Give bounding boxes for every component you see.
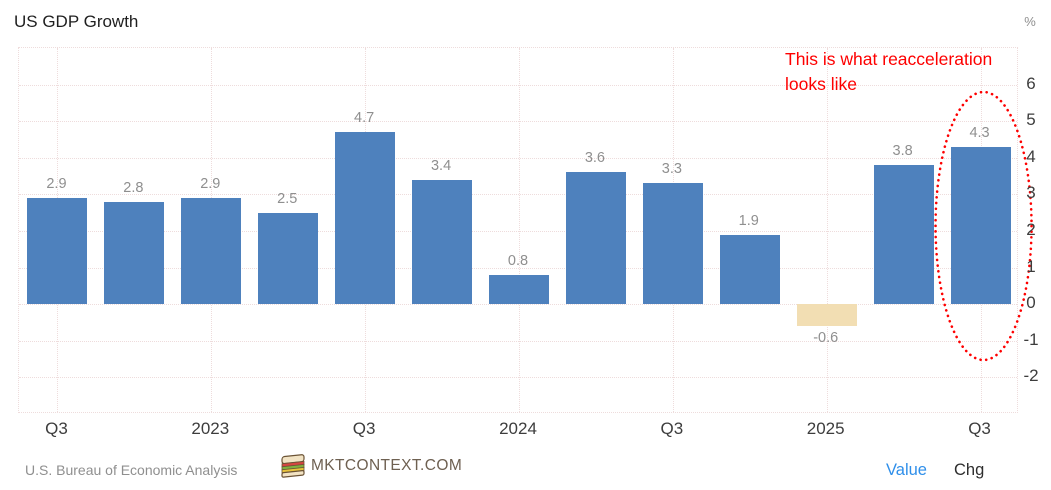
source-text: U.S. Bureau of Economic Analysis <box>25 462 238 478</box>
sandwich-icon <box>281 454 305 478</box>
y-axis-label: 4 <box>1026 146 1036 166</box>
gridline-horizontal <box>19 231 1017 232</box>
annotation-line-2: looks like <box>785 74 857 94</box>
bar-value-label: 4.3 <box>969 124 990 141</box>
gridline-horizontal <box>19 84 1017 86</box>
gridline-horizontal <box>19 304 1017 306</box>
bar-value-label: 3.4 <box>430 157 452 174</box>
bar-value-label: 2.9 <box>200 176 221 193</box>
x-axis-label: Q3 <box>660 419 684 438</box>
gridline-horizontal <box>19 377 1017 379</box>
bar <box>258 212 319 305</box>
bar <box>565 172 626 305</box>
bar-value-label: 2.9 <box>46 176 67 193</box>
bar-value-label: 3.3 <box>661 161 682 178</box>
chg-toggle[interactable]: Chg <box>953 461 985 479</box>
bar <box>719 234 780 305</box>
bar <box>27 198 88 305</box>
x-axis-label: 2024 <box>499 419 537 438</box>
gridline-horizontal <box>19 194 1017 196</box>
y-axis-label: 5 <box>1026 110 1036 130</box>
bar-value-label: 2.8 <box>123 179 144 196</box>
bar <box>950 146 1011 305</box>
bar-value-label: 1.9 <box>738 212 759 229</box>
y-axis-label: 1 <box>1026 256 1036 276</box>
gridline-horizontal <box>19 121 1017 123</box>
y-axis-label: 6 <box>1026 73 1036 93</box>
bar <box>412 179 473 305</box>
plot-area <box>18 47 1018 413</box>
value-toggle[interactable]: Value <box>886 461 927 479</box>
bar <box>181 198 242 305</box>
bar <box>642 183 703 305</box>
bar-value-label: 4.7 <box>354 110 375 127</box>
brand-name: MKTCONTEXT.COM <box>311 456 463 474</box>
bar-value-label: -0.6 <box>813 330 839 347</box>
gridline-horizontal <box>19 157 1017 159</box>
x-axis-label: 2025 <box>806 419 845 438</box>
bar <box>873 165 934 305</box>
bar-value-label: 3.6 <box>584 150 606 167</box>
y-axis-label: -1 <box>1023 329 1039 349</box>
x-axis-label: Q3 <box>968 419 991 438</box>
bar <box>104 201 165 305</box>
y-axis-label: -2 <box>1023 366 1039 386</box>
gridline-vertical <box>519 48 520 412</box>
y-axis-label: 2 <box>1026 220 1036 239</box>
gridline-horizontal <box>19 340 1017 342</box>
bar <box>489 274 549 305</box>
x-axis-label: 2023 <box>191 419 230 438</box>
bar-value-label: 0.8 <box>507 252 529 269</box>
x-axis-label: Q3 <box>45 419 68 438</box>
x-axis-label: Q3 <box>352 419 376 438</box>
gridline-horizontal <box>19 267 1017 269</box>
bar <box>796 304 857 327</box>
annotation-text: This is what reacceleration looks like <box>785 47 992 97</box>
chart-title: US GDP Growth <box>14 12 139 31</box>
annotation-line-1: This is what reacceleration <box>785 49 993 69</box>
bar <box>335 132 396 305</box>
bar-value-label: 3.8 <box>892 143 913 160</box>
y-axis-label: 0 <box>1026 293 1036 313</box>
y-axis-label: 3 <box>1026 183 1036 203</box>
bar-value-label: 2.5 <box>277 190 298 207</box>
brand-logo: MKTCONTEXT.COM <box>280 452 462 479</box>
gridline-vertical <box>826 48 828 412</box>
y-axis-unit: % <box>1024 14 1036 29</box>
series-toggles: Value Chg <box>886 461 984 480</box>
